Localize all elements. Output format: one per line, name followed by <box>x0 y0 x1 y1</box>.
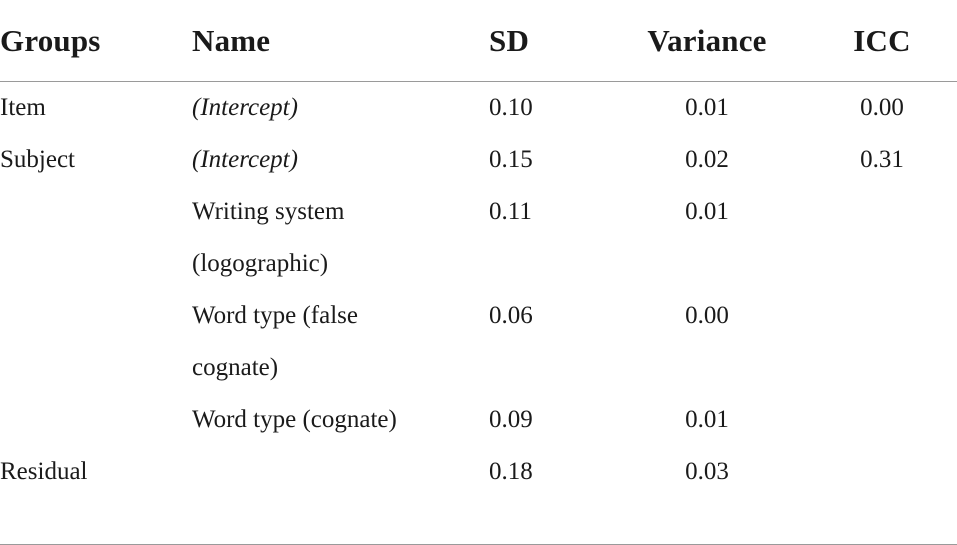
header-sd: SD <box>487 0 607 82</box>
cell-icc: 0.31 <box>860 146 904 173</box>
cell-groups <box>0 238 192 290</box>
header-groups: Groups <box>0 0 192 82</box>
table-row: Word type (cognate) 0.09 0.01 <box>0 394 957 446</box>
cell-variance: 0.02 <box>685 146 729 173</box>
cell-icc-text <box>807 446 957 498</box>
table-row: Item (Intercept) 0.10 0.01 0.00 <box>0 82 957 135</box>
cell-name: cognate) <box>192 354 279 381</box>
cell-sd: 0.09 <box>489 406 533 433</box>
cell-sd <box>487 342 607 394</box>
cell-icc <box>807 394 957 446</box>
cell-icc <box>807 290 957 342</box>
cell-name: (Intercept) <box>192 94 298 121</box>
cell-name: Word type (cognate) <box>192 406 397 433</box>
cell-sd: 0.15 <box>489 146 533 173</box>
cell-name <box>192 446 487 545</box>
cell-icc <box>807 186 957 238</box>
cell-variance <box>607 238 807 290</box>
table-header-row: Groups Name SD Variance ICC <box>0 0 957 82</box>
cell-variance-text: 0.03 <box>685 458 729 485</box>
cell-name: Word type (false <box>192 302 358 329</box>
cell-groups <box>0 186 192 238</box>
cell-icc <box>807 342 957 394</box>
cell-name-text <box>192 446 487 498</box>
cell-sd: 0.11 <box>489 198 532 225</box>
cell-name: Writing system <box>192 198 345 225</box>
cell-sd: 0.18 <box>487 446 607 545</box>
cell-groups <box>0 290 192 342</box>
cell-icc: 0.00 <box>860 94 904 121</box>
cell-sd: 0.10 <box>489 94 533 121</box>
cell-name: (logographic) <box>192 250 329 277</box>
cell-icc <box>807 446 957 545</box>
cell-groups: Item <box>0 94 46 121</box>
table-row: Word type (false 0.06 0.00 <box>0 290 957 342</box>
table-row: Subject (Intercept) 0.15 0.02 0.31 <box>0 134 957 186</box>
cell-groups <box>0 342 192 394</box>
cell-groups: Subject <box>0 146 75 173</box>
cell-variance: 0.01 <box>685 406 729 433</box>
cell-variance: 0.03 <box>607 446 807 545</box>
cell-variance: 0.01 <box>685 94 729 121</box>
cell-variance: 0.01 <box>685 198 729 225</box>
cell-sd <box>487 238 607 290</box>
cell-sd: 0.06 <box>489 302 533 329</box>
header-name: Name <box>192 0 487 82</box>
table-row: (logographic) <box>0 238 957 290</box>
cell-sd-text: 0.18 <box>489 458 533 485</box>
cell-variance <box>607 342 807 394</box>
table-row: Residual 0.18 0.03 <box>0 446 957 545</box>
table-row: Writing system 0.11 0.01 <box>0 186 957 238</box>
cell-groups <box>0 394 192 446</box>
cell-groups-text: Residual <box>0 458 88 485</box>
cell-variance: 0.00 <box>685 302 729 329</box>
cell-name: (Intercept) <box>192 146 298 173</box>
table-row: cognate) <box>0 342 957 394</box>
header-variance: Variance <box>607 0 807 82</box>
header-icc: ICC <box>807 0 957 82</box>
cell-groups: Residual <box>0 446 192 545</box>
cell-icc <box>807 238 957 290</box>
